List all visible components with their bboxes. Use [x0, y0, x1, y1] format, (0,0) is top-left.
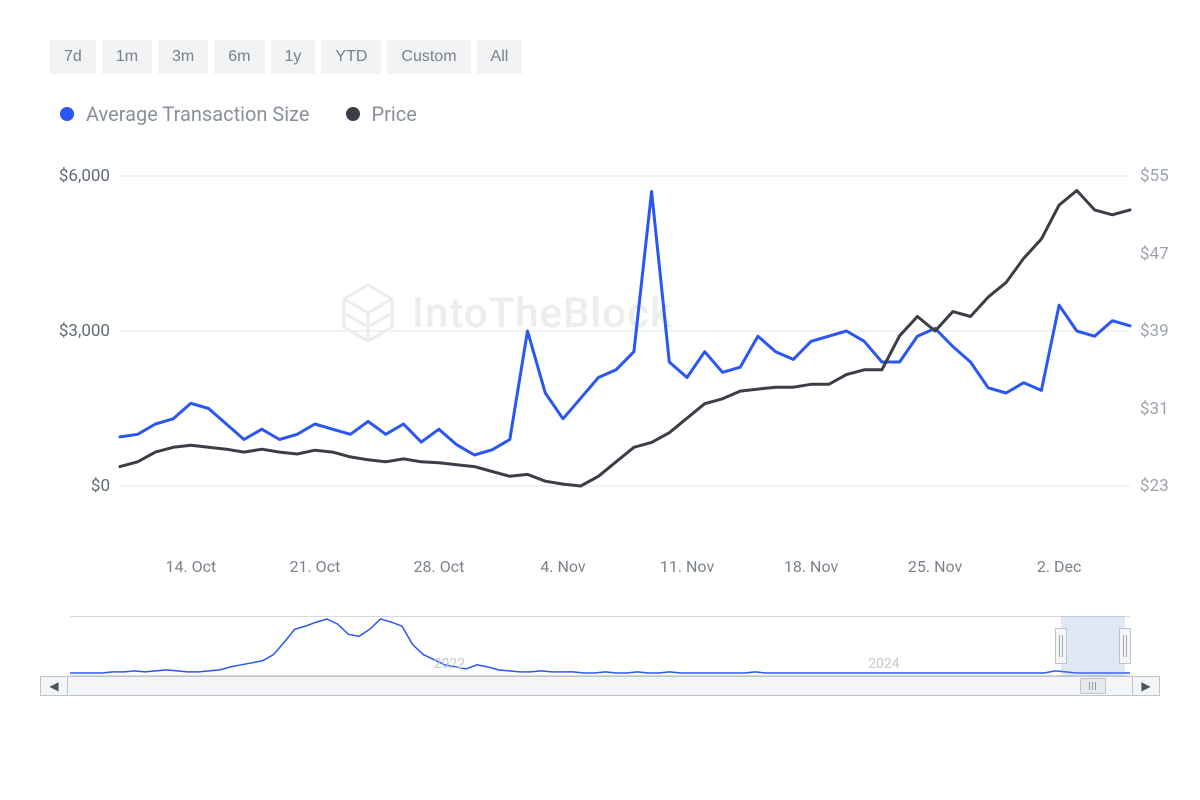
x-tick-label: 11. Nov — [660, 557, 714, 576]
chart-legend: Average Transaction Size Price — [60, 102, 1160, 126]
navigator-svg — [70, 617, 1130, 677]
y-right-tick-label: $39 — [1140, 321, 1190, 341]
navigator-chart[interactable] — [70, 616, 1130, 676]
x-tick-label: 4. Nov — [540, 557, 585, 576]
y-right-tick-label: $55 — [1140, 166, 1190, 186]
navigator: ◀ ▶ 2022 2024 — [40, 616, 1160, 696]
legend-item[interactable]: Average Transaction Size — [60, 102, 310, 126]
y-right-tick-label: $31 — [1140, 399, 1190, 419]
legend-item[interactable]: Price — [346, 102, 417, 126]
x-tick-label: 25. Nov — [908, 557, 962, 576]
navigator-scrollbar[interactable] — [68, 676, 1132, 696]
y-right-tick-label: $47 — [1140, 244, 1190, 264]
range-button-7d[interactable]: 7d — [50, 40, 96, 74]
x-tick-label: 28. Oct — [414, 557, 465, 576]
navigator-year-label: 2022 — [434, 656, 465, 672]
navigator-scroll-thumb[interactable] — [1080, 678, 1106, 694]
range-button-ytd[interactable]: YTD — [321, 40, 381, 74]
main-chart: IntoTheBlock $0$3,000$6,000$23$31$39$47$… — [40, 166, 1160, 546]
time-range-buttons: 7d1m3m6m1yYTDCustomAll — [50, 40, 1160, 74]
range-button-custom[interactable]: Custom — [387, 40, 470, 74]
navigator-handle-left[interactable] — [1055, 628, 1067, 664]
navigator-handle-right[interactable] — [1119, 628, 1131, 664]
chart-svg — [40, 166, 1160, 586]
y-left-tick-label: $6,000 — [40, 166, 110, 186]
navigator-selection[interactable] — [1061, 616, 1125, 676]
range-button-1y[interactable]: 1y — [271, 40, 316, 74]
range-button-3m[interactable]: 3m — [158, 40, 208, 74]
x-tick-label: 18. Nov — [784, 557, 838, 576]
y-right-tick-label: $23 — [1140, 476, 1190, 496]
navigator-year-label: 2024 — [868, 656, 899, 672]
y-left-tick-label: $0 — [40, 476, 110, 496]
x-tick-label: 2. Dec — [1037, 557, 1082, 576]
navigator-scroll-left[interactable]: ◀ — [40, 676, 68, 696]
legend-dot — [60, 107, 74, 121]
range-button-1m[interactable]: 1m — [102, 40, 152, 74]
x-tick-label: 21. Oct — [290, 557, 341, 576]
x-tick-label: 14. Oct — [165, 557, 216, 576]
range-button-6m[interactable]: 6m — [214, 40, 264, 74]
navigator-scroll-right[interactable]: ▶ — [1132, 676, 1160, 696]
legend-label: Price — [372, 102, 417, 126]
legend-label: Average Transaction Size — [86, 102, 310, 126]
legend-dot — [346, 107, 360, 121]
y-left-tick-label: $3,000 — [40, 321, 110, 341]
range-button-all[interactable]: All — [477, 40, 523, 74]
